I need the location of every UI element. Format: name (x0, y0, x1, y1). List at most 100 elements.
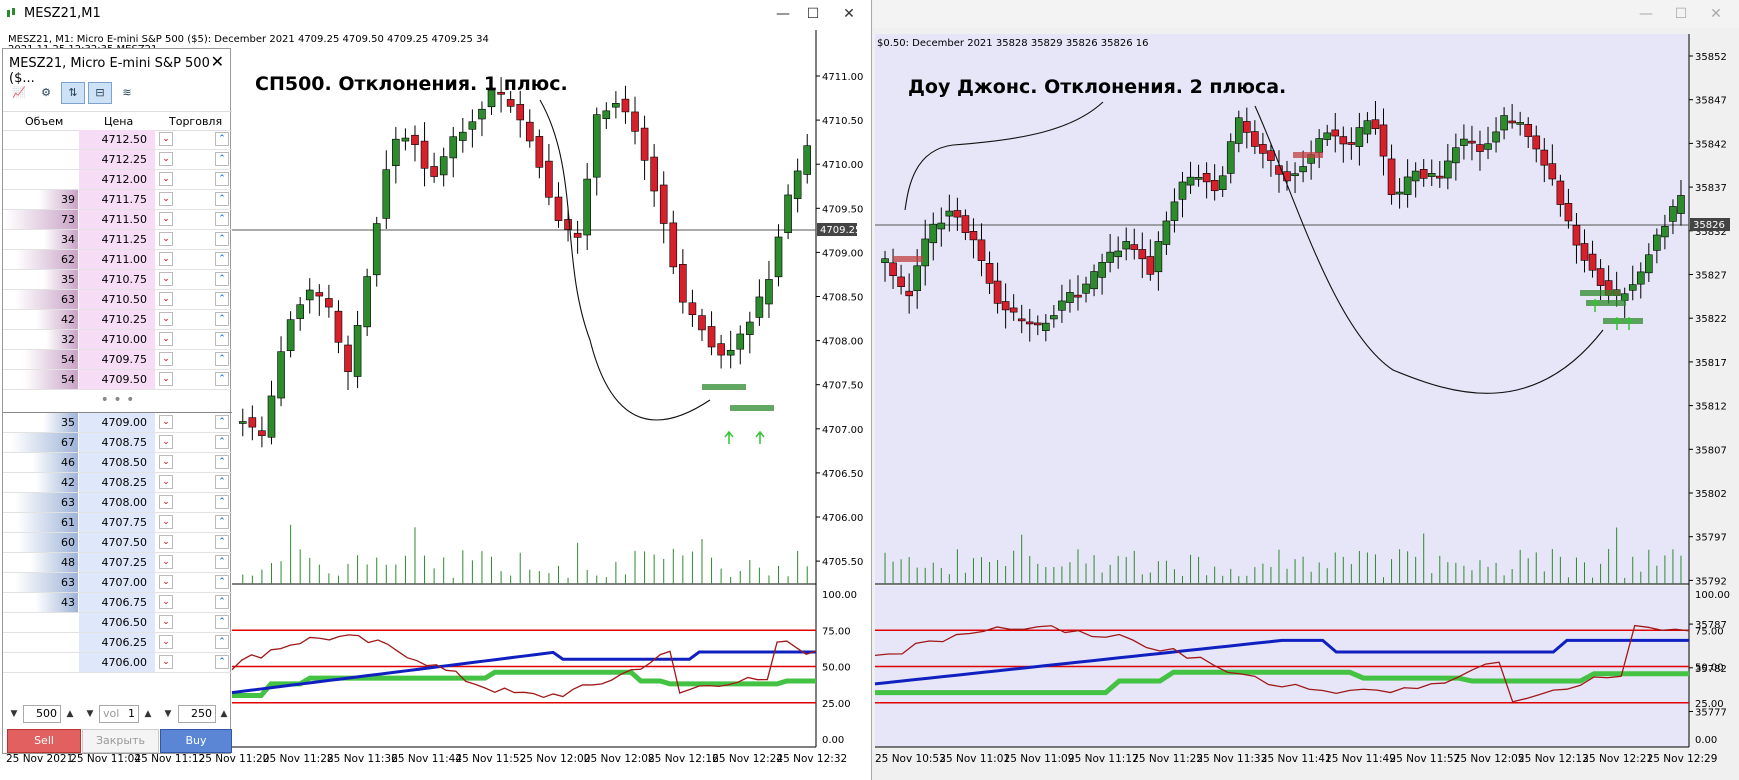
buy-limit-icon[interactable]: ⌃ (215, 252, 229, 266)
sell-limit-icon[interactable]: ⌄ (159, 292, 173, 306)
sell-limit-icon[interactable]: ⌄ (159, 132, 173, 146)
sell-limit-icon[interactable]: ⌄ (159, 595, 173, 609)
bid-row[interactable]: 46 4708.50 ⌄ ⌃ (3, 453, 232, 473)
buy-limit-icon[interactable]: ⌃ (215, 635, 229, 649)
qty-left-down-icon[interactable]: ▼ (10, 709, 18, 719)
price-cell[interactable]: 4711.00 (79, 250, 155, 269)
bid-row[interactable]: 4706.00 ⌄ ⌃ (3, 653, 232, 673)
sell-limit-icon[interactable]: ⌄ (159, 415, 173, 429)
ask-row[interactable]: 4712.00 ⌄ ⌃ (3, 170, 232, 190)
left-price-chart[interactable]: MESZ21, M1: Micro E-mini S&P 500 ($5): D… (0, 0, 872, 780)
buy-limit-icon[interactable]: ⌃ (215, 435, 229, 449)
sell-limit-icon[interactable]: ⌄ (159, 172, 173, 186)
sell-limit-icon[interactable]: ⌄ (159, 475, 173, 489)
qty-left-up-icon[interactable]: ▲ (66, 709, 74, 719)
buy-limit-icon[interactable]: ⌃ (215, 272, 229, 286)
buy-limit-icon[interactable]: ⌃ (215, 535, 229, 549)
ask-row[interactable]: 63 4710.50 ⌄ ⌃ (3, 290, 232, 310)
buy-limit-icon[interactable]: ⌃ (215, 332, 229, 346)
qty-right-down-icon[interactable]: ▼ (164, 709, 172, 719)
sell-limit-icon[interactable]: ⌄ (159, 455, 173, 469)
buy-limit-icon[interactable]: ⌃ (215, 495, 229, 509)
center-view-icon[interactable]: ⊟ (88, 82, 112, 104)
close-position-button[interactable]: Закрыть (82, 729, 159, 753)
sell-limit-icon[interactable]: ⌄ (159, 655, 173, 669)
sell-limit-icon[interactable]: ⌄ (159, 332, 173, 346)
sell-limit-icon[interactable]: ⌄ (159, 192, 173, 206)
sell-limit-icon[interactable]: ⌄ (159, 635, 173, 649)
right-maximize-button[interactable]: ☐ (1674, 6, 1688, 22)
right-close-button[interactable]: ✕ (1710, 6, 1722, 22)
ask-row[interactable]: 4712.25 ⌄ ⌃ (3, 150, 232, 170)
close-button[interactable]: ✕ (843, 6, 855, 22)
ask-row[interactable]: 35 4710.75 ⌄ ⌃ (3, 270, 232, 290)
sell-limit-icon[interactable]: ⌄ (159, 555, 173, 569)
price-cell[interactable]: 4709.75 (79, 350, 155, 369)
chart-view-icon[interactable]: 📈 (12, 86, 26, 99)
buy-limit-icon[interactable]: ⌃ (215, 475, 229, 489)
sell-limit-icon[interactable]: ⌄ (159, 615, 173, 629)
buy-limit-icon[interactable]: ⌃ (215, 655, 229, 669)
price-cell[interactable]: 4708.75 (79, 433, 155, 452)
sell-limit-icon[interactable]: ⌄ (159, 435, 173, 449)
ask-row[interactable]: 62 4711.00 ⌄ ⌃ (3, 250, 232, 270)
sell-limit-icon[interactable]: ⌄ (159, 575, 173, 589)
price-cell[interactable]: 4706.25 (79, 633, 155, 652)
price-cell[interactable]: 4707.75 (79, 513, 155, 532)
price-cell[interactable]: 4707.25 (79, 553, 155, 572)
ask-row[interactable]: 39 4711.75 ⌄ ⌃ (3, 190, 232, 210)
right-price-chart[interactable]: $0.50: December 2021 35828 35829 35826 3… (873, 0, 1739, 780)
vol-field[interactable]: vol 1 (99, 705, 139, 723)
buy-limit-icon[interactable]: ⌃ (215, 415, 229, 429)
sell-limit-icon[interactable]: ⌄ (159, 515, 173, 529)
sell-limit-icon[interactable]: ⌄ (159, 535, 173, 549)
buy-limit-icon[interactable]: ⌃ (215, 212, 229, 226)
maximize-button[interactable]: ☐ (806, 6, 820, 22)
bid-row[interactable]: 60 4707.50 ⌄ ⌃ (3, 533, 232, 553)
buy-limit-icon[interactable]: ⌃ (215, 515, 229, 529)
bid-row[interactable]: 67 4708.75 ⌄ ⌃ (3, 433, 232, 453)
price-cell[interactable]: 4712.25 (79, 150, 155, 169)
price-cell[interactable]: 4709.00 (79, 413, 155, 432)
minimize-button[interactable]: — (776, 6, 790, 22)
buy-limit-icon[interactable]: ⌃ (215, 595, 229, 609)
ask-row[interactable]: 4712.50 ⌄ ⌃ (3, 130, 232, 150)
buy-limit-icon[interactable]: ⌃ (215, 232, 229, 246)
price-cell[interactable]: 4710.50 (79, 290, 155, 309)
buy-limit-icon[interactable]: ⌃ (215, 615, 229, 629)
ask-row[interactable]: 73 4711.50 ⌄ ⌃ (3, 210, 232, 230)
qty-right-field[interactable]: 250 (178, 705, 216, 723)
bid-row[interactable]: 63 4707.00 ⌄ ⌃ (3, 573, 232, 593)
price-cell[interactable]: 4711.25 (79, 230, 155, 249)
bid-row[interactable]: 35 4709.00 ⌄ ⌃ (3, 413, 232, 433)
bid-row[interactable]: 43 4706.75 ⌄ ⌃ (3, 593, 232, 613)
bid-row[interactable]: 4706.25 ⌄ ⌃ (3, 633, 232, 653)
sell-button[interactable]: Sell (7, 729, 81, 753)
price-cell[interactable]: 4707.50 (79, 533, 155, 552)
buy-limit-icon[interactable]: ⌃ (215, 555, 229, 569)
bid-row[interactable]: 61 4707.75 ⌄ ⌃ (3, 513, 232, 533)
ask-row[interactable]: 32 4710.00 ⌄ ⌃ (3, 330, 232, 350)
qty-left-field[interactable]: 500 (23, 705, 61, 723)
sell-limit-icon[interactable]: ⌄ (159, 252, 173, 266)
sell-limit-icon[interactable]: ⌄ (159, 232, 173, 246)
vol-up-icon[interactable]: ▲ (144, 709, 152, 719)
scale-mode-icon[interactable]: ⇅ (61, 82, 85, 104)
bid-row[interactable]: 42 4708.25 ⌄ ⌃ (3, 473, 232, 493)
price-cell[interactable]: 4706.50 (79, 613, 155, 632)
price-cell[interactable]: 4711.50 (79, 210, 155, 229)
buy-limit-icon[interactable]: ⌃ (215, 132, 229, 146)
ask-row[interactable]: 54 4709.75 ⌄ ⌃ (3, 350, 232, 370)
buy-limit-icon[interactable]: ⌃ (215, 575, 229, 589)
buy-limit-icon[interactable]: ⌃ (215, 372, 229, 386)
bid-row[interactable]: 4706.50 ⌄ ⌃ (3, 613, 232, 633)
sell-limit-icon[interactable]: ⌄ (159, 312, 173, 326)
vol-down-icon[interactable]: ▼ (86, 709, 94, 719)
price-cell[interactable]: 4712.50 (79, 130, 155, 149)
buy-limit-icon[interactable]: ⌃ (215, 352, 229, 366)
price-cell[interactable]: 4707.00 (79, 573, 155, 592)
sell-limit-icon[interactable]: ⌄ (159, 372, 173, 386)
price-cell[interactable]: 4706.00 (79, 653, 155, 672)
bid-row[interactable]: 48 4707.25 ⌄ ⌃ (3, 553, 232, 573)
buy-limit-icon[interactable]: ⌃ (215, 455, 229, 469)
